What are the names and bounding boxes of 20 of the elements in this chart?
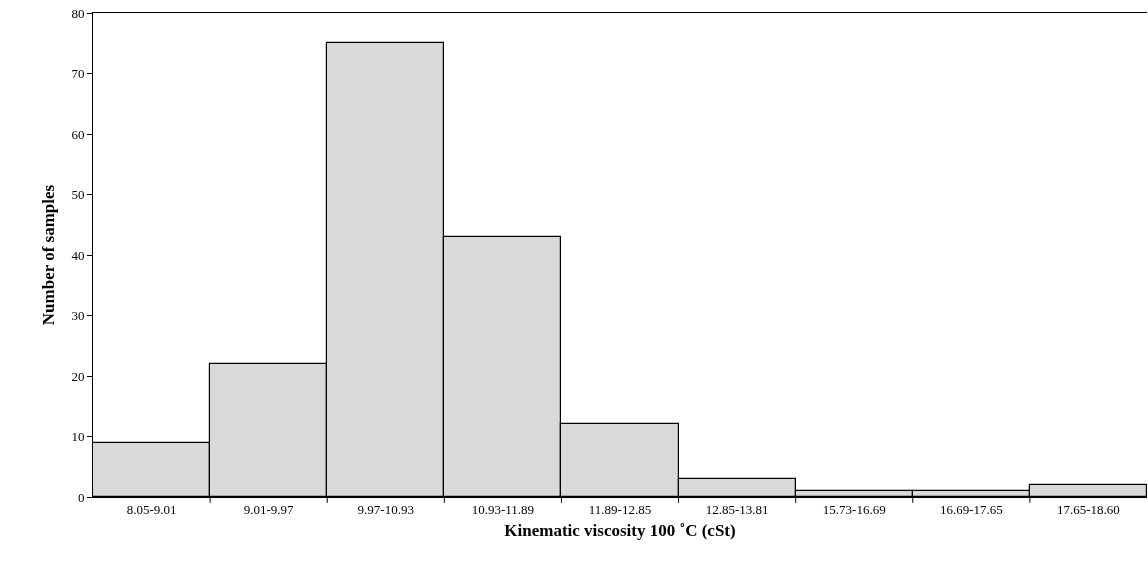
x-tick-label: 8.05-9.01 [126, 501, 177, 517]
y-tick-label: 10 [71, 429, 85, 445]
y-tick-label: 80 [71, 5, 85, 21]
x-tick-label: 10.93-11.89 [471, 501, 535, 517]
x-tick-label: 16.69-17.65 [939, 501, 1003, 517]
y-tick-label: 30 [71, 308, 85, 324]
y-tick-label: 40 [71, 247, 85, 263]
x-tick-label: 9.01-9.97 [243, 501, 295, 517]
y-axis-title: Number of samples [38, 184, 58, 326]
y-tick-label: 70 [71, 66, 85, 82]
y-tick-label: 20 [71, 368, 85, 384]
y-tick-label: 60 [71, 126, 85, 142]
x-tick-label: 15.73-16.69 [822, 501, 886, 517]
x-tick-label: 11.89-12.85 [588, 501, 652, 517]
x-tick-label: 12.85-13.81 [705, 501, 769, 517]
y-tick-label: 50 [71, 187, 85, 203]
x-tick-label: 9.97-10.93 [357, 501, 414, 517]
x-tick-label: 17.65-18.60 [1057, 501, 1120, 517]
x-axis-title: Kinematic viscosity 100 ˚C (cSt) [504, 521, 736, 540]
y-tick-label: 0 [77, 489, 85, 505]
